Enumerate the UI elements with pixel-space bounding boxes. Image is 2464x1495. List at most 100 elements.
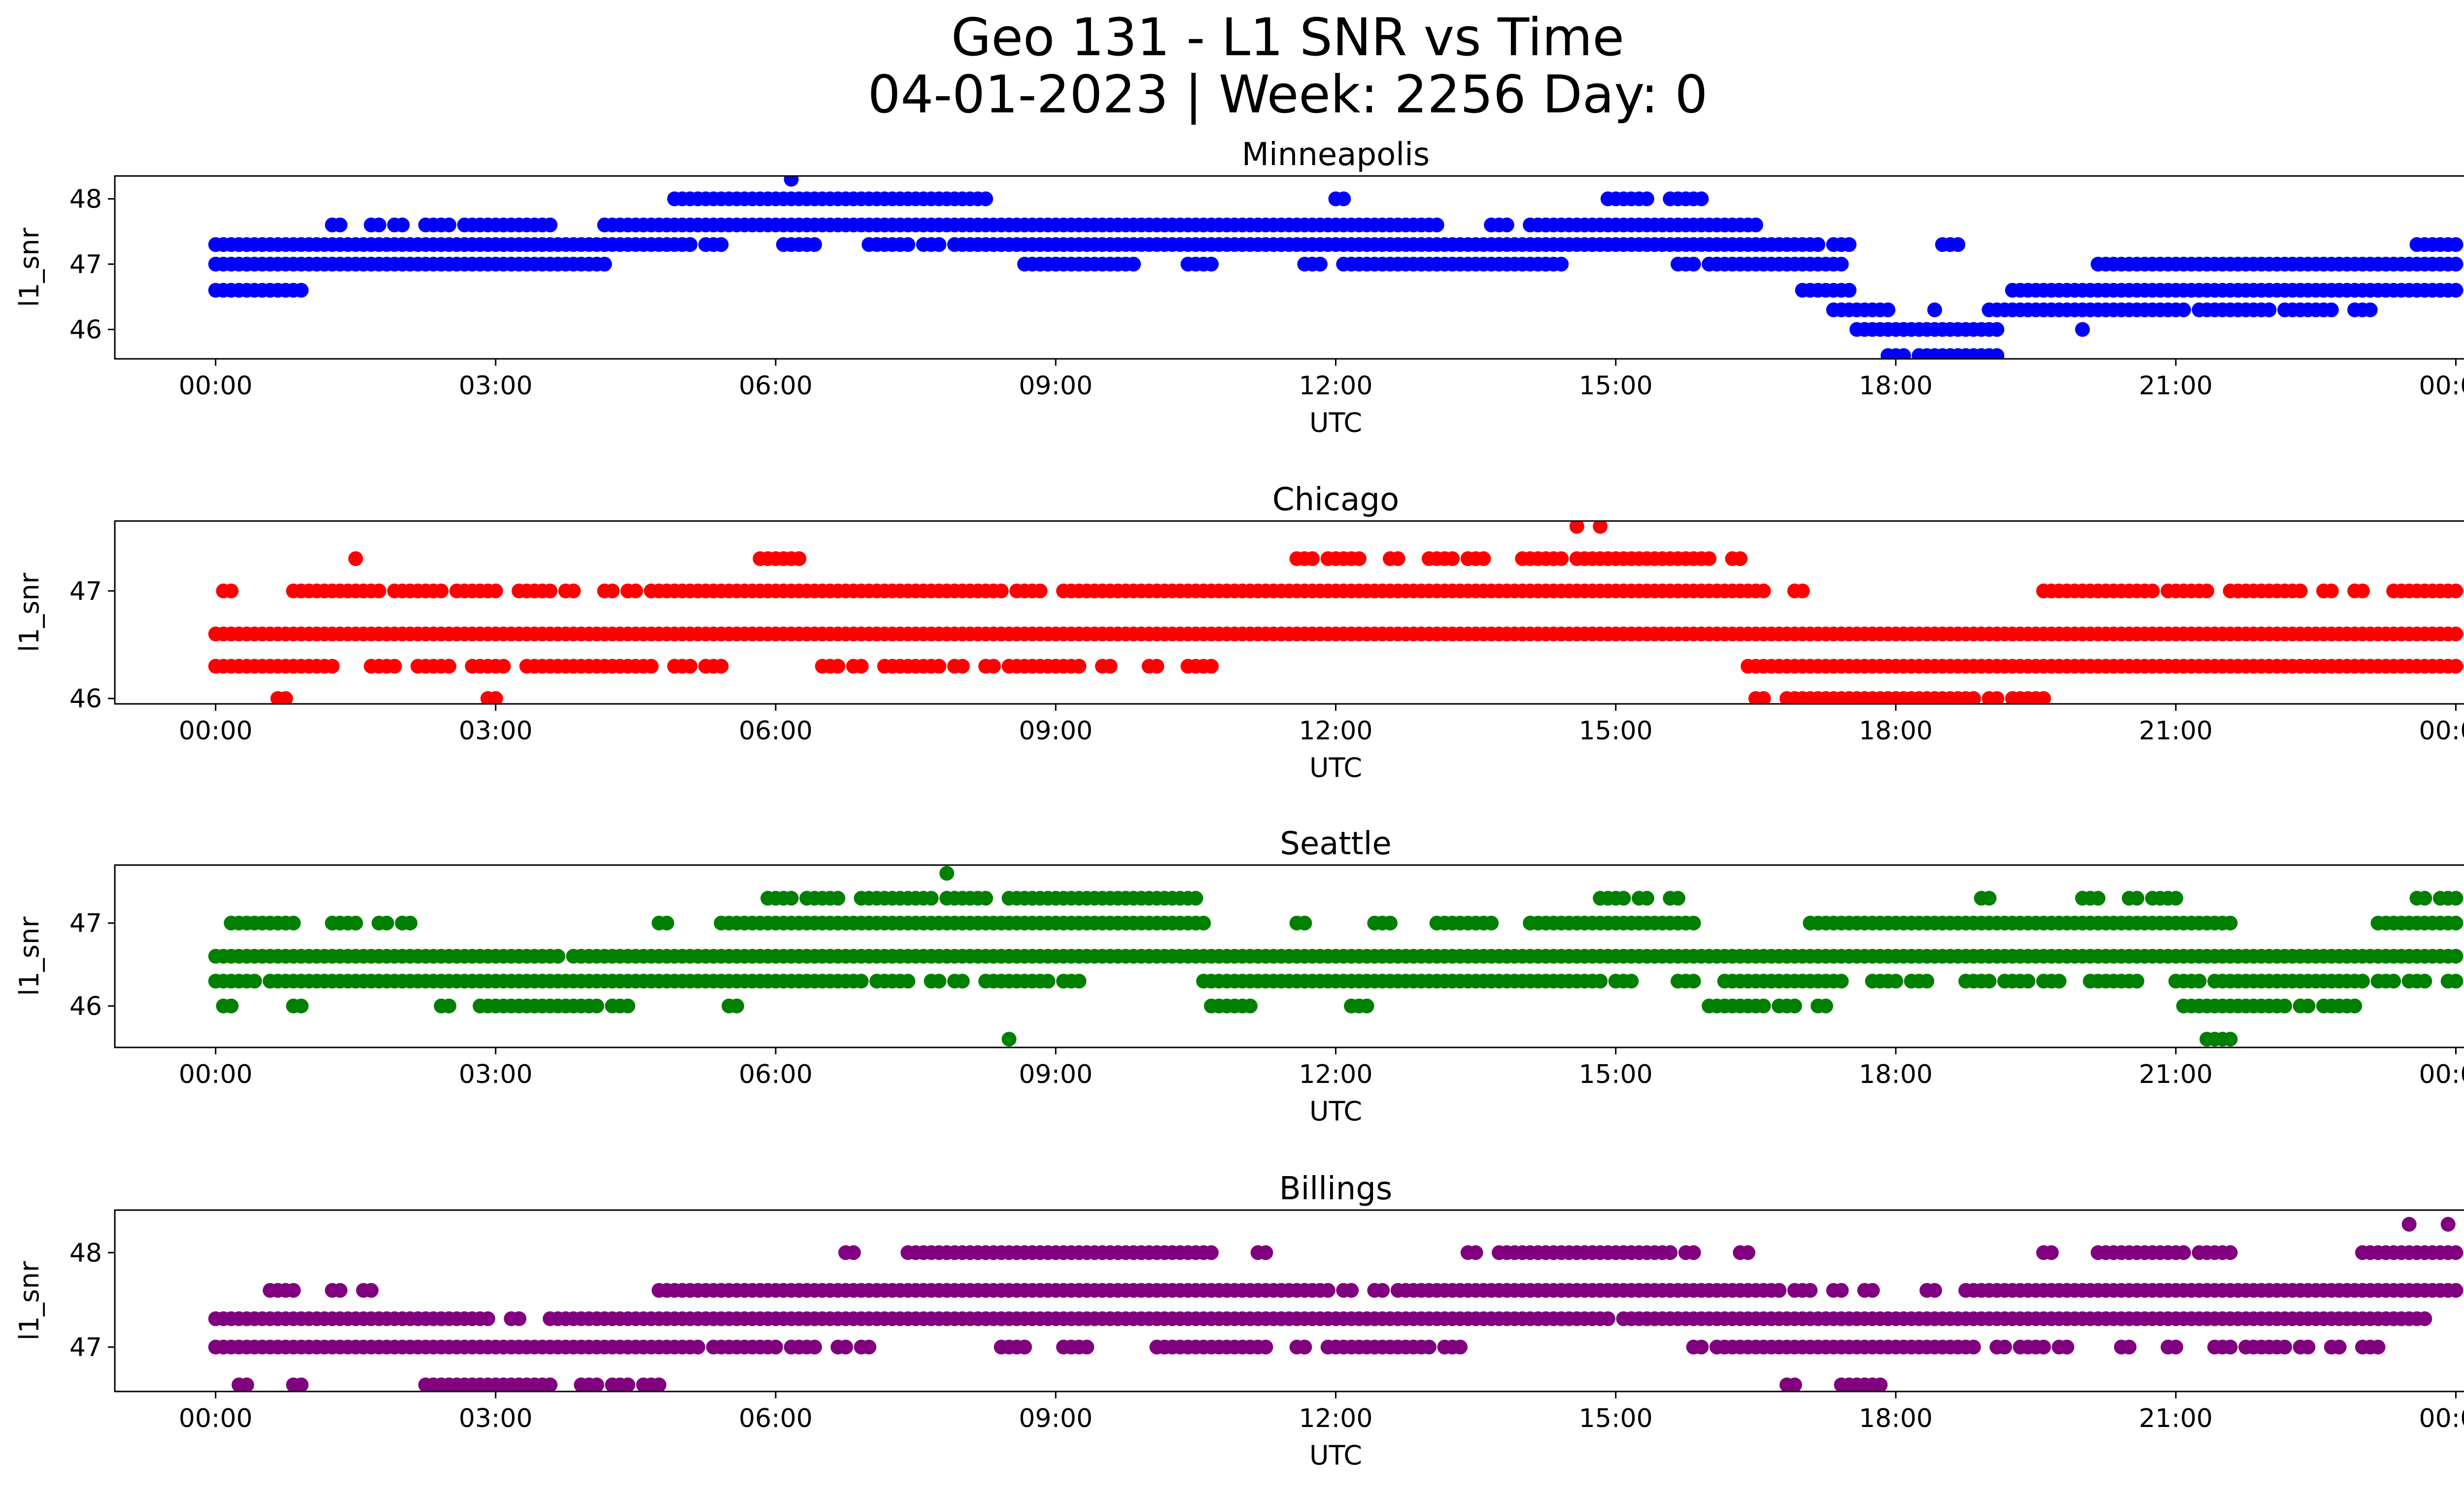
data-point [1297,1339,1312,1355]
data-point [2448,626,2464,642]
data-point [1966,1339,1981,1355]
data-point [1873,1377,1888,1391]
data-point [1663,1245,1678,1260]
data-point [2347,998,2362,1013]
data-point [2324,302,2339,317]
x-tick-label: 15:00 [1579,371,1653,401]
data-point [1982,891,1997,906]
data-point [2448,583,2464,598]
data-point [2417,891,2432,906]
data-point [1204,256,1219,272]
data-point [644,659,659,674]
subplot-title: Chicago [1272,482,1399,518]
data-point [224,583,239,598]
data-point [1429,217,1444,233]
data-point [2401,1217,2417,1232]
data-point [1071,659,1087,674]
subplot-title: Seattle [1280,826,1392,862]
data-point [2293,583,2308,598]
data-point [1032,583,1048,598]
data-point [900,237,916,252]
data-point [1686,1245,1701,1260]
figure-title-line-2: 04-01-2023 | Week: 2256 Day: 0 [868,65,1708,125]
y-tick-label: 47 [69,1333,102,1362]
data-point [683,659,698,674]
x-tick-label: 00:00 [2419,371,2464,401]
data-point [2355,583,2370,598]
data-point [442,217,457,233]
y-tick-label: 48 [69,184,102,214]
x-tick-label: 15:00 [1579,716,1653,746]
x-tick-label: 06:00 [739,371,813,401]
data-point [1258,1339,1273,1355]
data-point [628,583,643,598]
data-point [1756,691,1771,704]
data-point [1312,256,1328,272]
data-point [2370,1339,2386,1355]
data-point [1569,521,1584,534]
x-tick-label: 00:00 [2419,1404,2464,1433]
data-point [807,1339,822,1355]
data-point [1811,237,1826,252]
data-point [2223,1032,2238,1047]
data-point [488,583,503,598]
data-point [1593,973,1608,989]
data-point [1818,998,1833,1013]
y-axis-label: l1_snr [14,227,45,307]
data-point [993,583,1009,598]
data-point [1694,1339,1709,1355]
data-point [620,998,636,1013]
x-axis-label: UTC [1309,752,1362,783]
plot-frame [114,520,2464,705]
data-point [2129,973,2145,989]
data-point [543,583,558,598]
data-point [1787,998,1802,1013]
data-point [543,1377,558,1391]
data-point [1639,191,1654,207]
data-point [395,217,410,233]
data-point [2417,1311,2432,1326]
data-point [364,1283,379,1298]
x-tick-label: 21:00 [2139,716,2213,746]
data-point [1040,973,1056,989]
data-point [2324,583,2339,598]
data-point [512,1311,527,1326]
data-point [1421,1339,1437,1355]
data-point [1834,1283,1849,1298]
data-point [605,583,620,598]
data-point [2036,1339,2051,1355]
data-point [442,659,457,674]
subplot-title: Minneapolis [1242,137,1430,173]
data-point [1351,551,1367,566]
data-point [1359,998,1374,1013]
data-point [1624,973,1639,989]
data-point [1001,1032,1017,1047]
x-tick-label: 18:00 [1859,716,1933,746]
data-point [2448,891,2464,906]
data-point [1204,1245,1219,1260]
data-point [2145,583,2160,598]
x-tick-label: 00:00 [179,1404,253,1433]
data-point [1445,551,1460,566]
x-tick-label: 18:00 [1859,1060,1933,1089]
data-point [2261,302,2277,317]
data-point [1126,256,1141,272]
x-tick-label: 12:00 [1299,371,1373,401]
y-tick-label: 47 [69,577,102,606]
x-tick-label: 15:00 [1579,1404,1653,1433]
data-point [1468,1245,1483,1260]
data-point [333,217,348,233]
data-point [2448,237,2464,252]
y-tick-label: 47 [69,250,102,279]
data-point [2277,1339,2293,1355]
data-point [768,1339,783,1355]
data-point [550,949,566,964]
data-point [861,1339,877,1355]
data-point [2223,1339,2238,1355]
data-point [1966,691,1981,704]
data-point [434,583,449,598]
data-point [1554,256,1569,272]
data-point [807,237,822,252]
x-tick-label: 21:00 [2139,1060,2213,1089]
